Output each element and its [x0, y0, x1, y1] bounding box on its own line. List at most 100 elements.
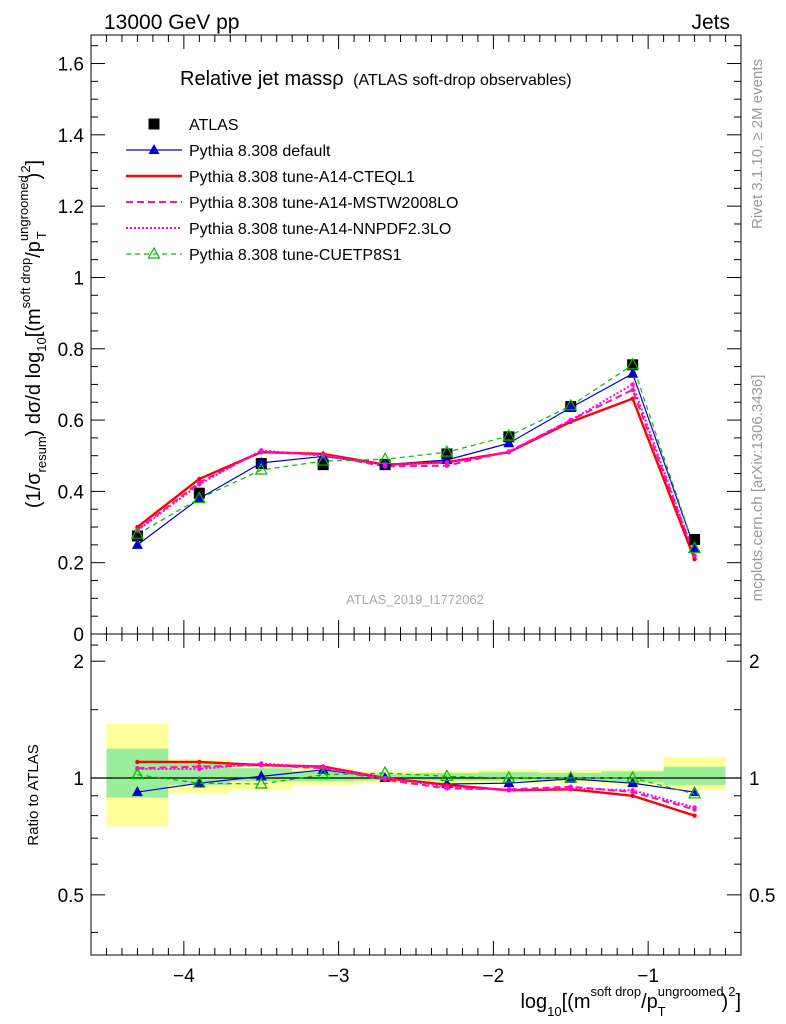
ratio-point-nnpdf — [692, 805, 697, 810]
ratio-point-cuetp — [502, 770, 516, 783]
ratio-point-default — [193, 777, 205, 788]
legend-marker-default — [148, 144, 160, 154]
ratio-point-default — [255, 770, 267, 781]
ratio-line-nnpdf — [137, 762, 695, 809]
legend-label-atlas: ATLAS — [189, 117, 239, 134]
series-point-nnpdf — [444, 460, 450, 466]
ratio-point-nnpdf — [444, 784, 450, 789]
ratio-y-tick-label: 1 — [73, 769, 84, 790]
collision-label: 13000 GeV pp — [104, 11, 239, 34]
series-line-nnpdf — [136, 382, 696, 556]
analysis-watermark: ATLAS_2019_I1772062 — [346, 592, 484, 607]
ratio-inner-band — [601, 771, 664, 783]
x-tick-label: −4 — [173, 966, 195, 987]
legend-marker-cuetp — [147, 246, 161, 259]
series-point-default — [503, 437, 515, 448]
ratio-y-tick-label: 0.5 — [58, 886, 84, 907]
ratio-point-cuetp — [192, 775, 206, 788]
series-point-cuetp — [502, 428, 516, 441]
series-point-nnpdf — [259, 448, 264, 453]
ratio-point-cuetp — [626, 770, 640, 783]
ratio-point-cuetp — [378, 765, 392, 778]
legend-label-mstw: Pythia 8.308 tune-A14-MSTW2008LO — [189, 195, 458, 212]
series-point-default — [441, 454, 453, 465]
ratio-point-cteql1 — [630, 793, 635, 798]
series-point-cuetp — [564, 398, 578, 411]
ratio-y-tick-label-right: 2 — [749, 652, 760, 673]
legend-label-nnpdf: Pythia 8.308 tune-A14-NNPDF2.3LO — [189, 221, 451, 238]
legend-label-cteql1: Pythia 8.308 tune-A14-CTEQL1 — [189, 169, 415, 186]
ratio-point-nnpdf — [197, 766, 202, 772]
series-point-cuetp — [316, 453, 330, 466]
series-point-cuetp — [254, 462, 268, 475]
main-y-tick-label: 0.8 — [58, 340, 84, 361]
ratio-point-cuetp — [688, 786, 702, 799]
series-point-cteql1 — [197, 476, 202, 482]
main-y-axis-label: (1/σresum) dσ/d log10[(msoft drop/pungro… — [16, 160, 49, 508]
ratio-point-nnpdf — [630, 788, 635, 793]
plot-title-sub: (ATLAS soft-drop observables) — [353, 72, 571, 89]
ratio-y-tick-label-right: 1 — [749, 769, 760, 790]
mcplots-label: mcplots.cern.ch [arXiv:1306.3436] — [749, 375, 766, 602]
legend: ATLAS Pythia 8.308 default Pythia 8.308 tu… — [126, 117, 458, 264]
series-point-mstw — [630, 387, 635, 392]
series-line-cuetp — [137, 363, 696, 549]
main-y-tick-label: 1.4 — [58, 126, 85, 147]
atlas-data-point — [627, 359, 639, 371]
series-point-nnpdf — [506, 449, 512, 455]
main-y-tick-label: 1.2 — [58, 197, 84, 218]
ratio-point-cuetp — [130, 767, 144, 780]
series-point-nnpdf — [568, 417, 573, 423]
x-tick-label: −1 — [637, 966, 659, 987]
axes-ticks: 0 0.2 0.4 0.6 0.8 1 1.2 1.4 1.6 0.5 0.5 1 1 2 2 −4 −3 −2 −… — [58, 35, 775, 987]
series-point-default — [565, 401, 577, 412]
atlas-data-point — [441, 448, 453, 460]
ratio-inner-band — [477, 772, 540, 781]
ratio-point-cuetp — [254, 776, 268, 789]
main-y-tick-label: 0.6 — [58, 411, 84, 432]
ratio-inner-band — [663, 766, 726, 785]
ratio-point-nnpdf — [568, 786, 573, 791]
plot-title: Relative jet massρ (ATLAS soft-drop obse… — [180, 68, 572, 90]
x-axis-label: log10[(msoft drop/pungroomed T)2] — [520, 984, 741, 1019]
legend-label-default: Pythia 8.308 default — [189, 143, 331, 160]
ratio-series — [130, 759, 702, 818]
legend-label-cuetp: Pythia 8.308 tune-CUETP8S1 — [189, 247, 402, 264]
series-point-default — [131, 538, 143, 549]
x-tick-label: −2 — [483, 966, 505, 987]
ratio-point-nnpdf — [259, 761, 264, 766]
ratio-point-default — [131, 786, 143, 797]
main-y-tick-label: 0 — [73, 625, 84, 646]
series-point-default — [193, 492, 205, 503]
ratio-line-cuetp — [137, 772, 695, 795]
ratio-point-cteql1 — [197, 759, 202, 765]
series-line-cteql1 — [136, 397, 696, 560]
plot-title-main: Relative jet massρ — [180, 68, 344, 90]
series-point-cuetp — [626, 357, 640, 370]
series-point-nnpdf — [197, 482, 202, 487]
series-point-cuetp — [378, 452, 392, 464]
ratio-inner-band — [292, 771, 355, 782]
ratio-inner-band — [168, 763, 231, 785]
ratio-point-cuetp — [564, 770, 578, 783]
main-y-tick-label: 0.4 — [58, 482, 85, 503]
main-series — [130, 357, 702, 562]
process-label: Jets — [691, 11, 730, 34]
x-tick-label: −3 — [328, 966, 350, 987]
main-y-tick-label: 1 — [73, 268, 84, 289]
ratio-y-tick-label-right: 0.5 — [749, 886, 775, 907]
series-point-cteql1 — [630, 396, 635, 401]
ratio-point-cteql1 — [692, 813, 697, 818]
series-point-default — [627, 367, 639, 378]
ratio-point-cuetp — [440, 769, 454, 781]
atlas-data-point — [689, 534, 701, 546]
ratio-point-cuetp — [316, 767, 330, 780]
rivet-label: Rivet 3.1.10, ≥ 2M events — [749, 59, 766, 229]
ratio-y-tick-label: 2 — [73, 652, 84, 673]
series-point-default — [689, 542, 701, 553]
series-point-cuetp — [688, 541, 702, 554]
series-point-cuetp — [130, 526, 144, 539]
atlas-data-point — [503, 431, 515, 443]
ratio-y-axis-label: Ratio to ATLAS — [25, 744, 42, 845]
